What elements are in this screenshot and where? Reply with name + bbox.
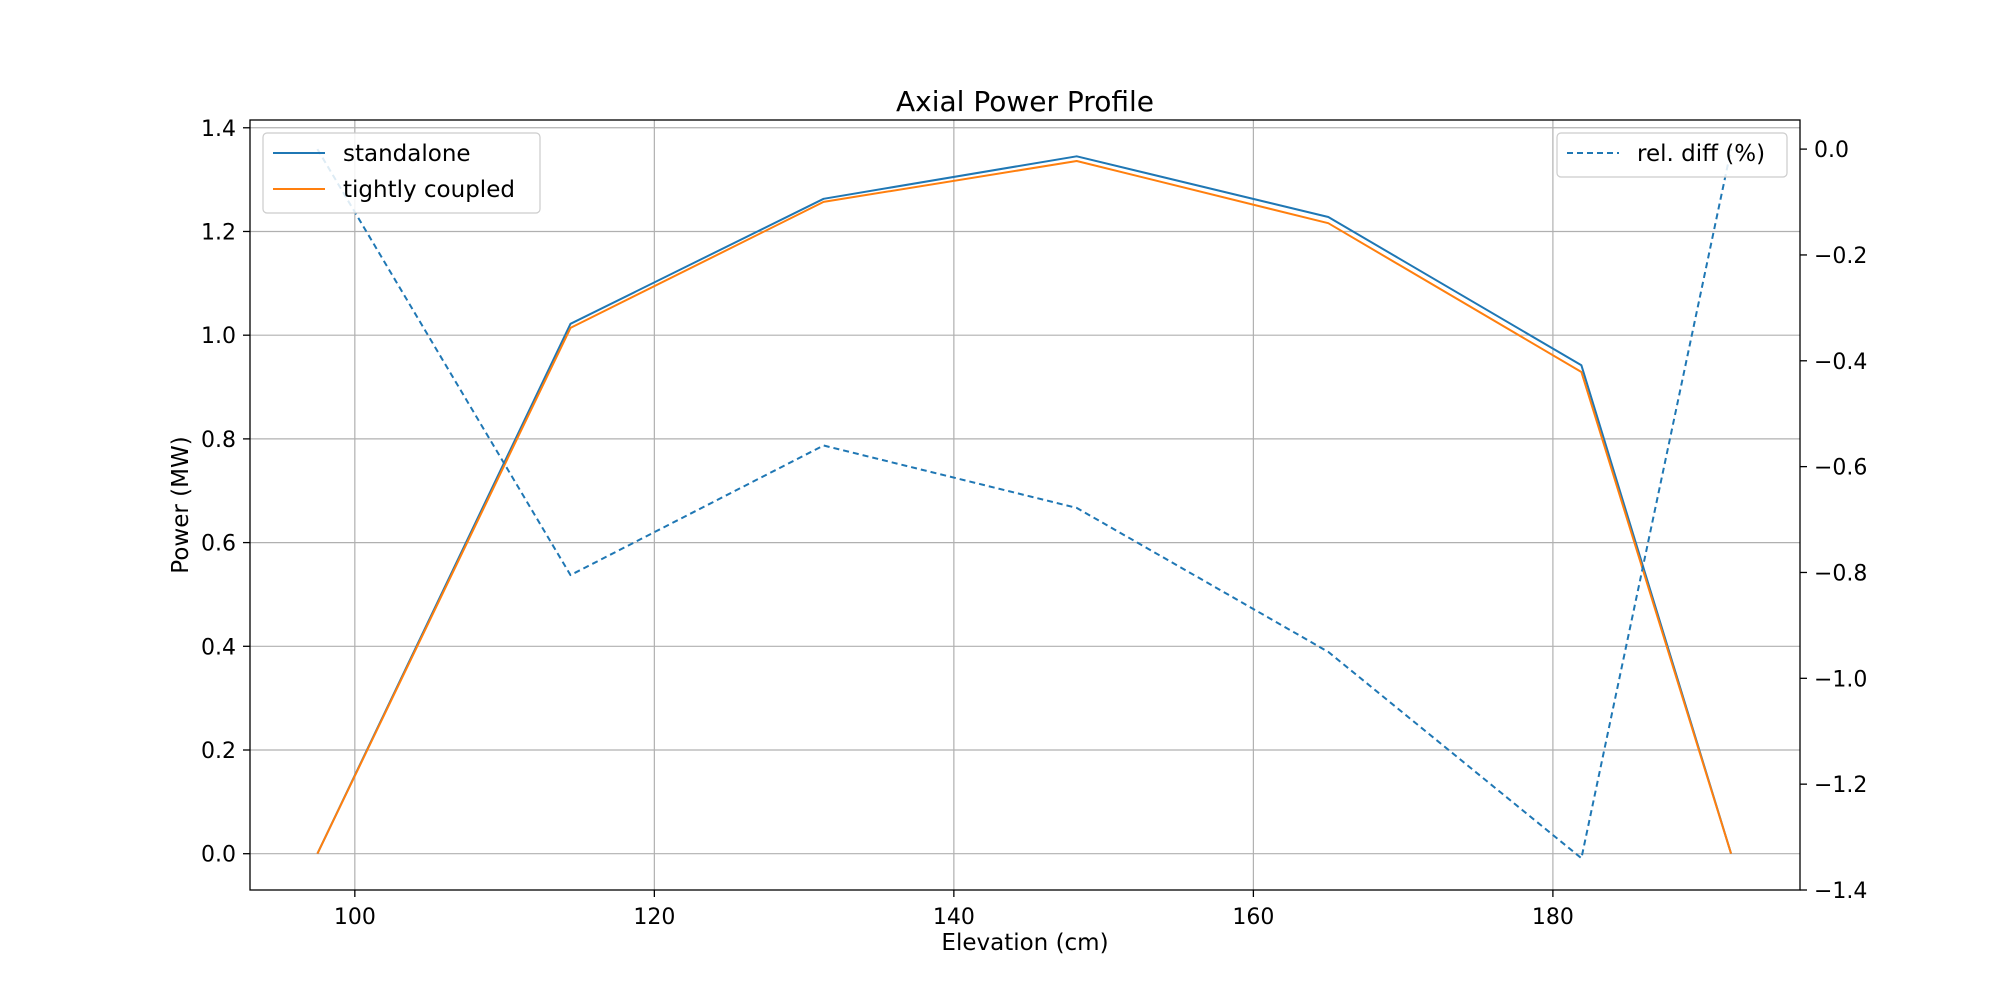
y-tick-label: 1.2 (201, 220, 236, 245)
legend-right-box (1556, 132, 1788, 178)
plot-area (250, 120, 1800, 890)
x-axis: 100 120 140 160 180 (334, 890, 1574, 930)
y2-tick-label: 0.0 (1814, 138, 1849, 163)
grid (250, 120, 1800, 890)
x-tick-label: 100 (334, 905, 376, 930)
legend-label-tightly-coupled: tightly coupled (343, 177, 515, 203)
x-tick-label: 140 (933, 905, 975, 930)
y2-tick-label: −0.6 (1814, 456, 1867, 481)
x-axis-label: Elevation (cm) (941, 930, 1108, 956)
y2-tick-label: −0.8 (1814, 561, 1867, 586)
y-tick-label: 1.4 (201, 117, 236, 142)
legend-left-box (262, 132, 541, 214)
x-tick-label: 160 (1232, 905, 1274, 930)
legend-left: standalone tightly coupled (262, 132, 541, 214)
y2-tick-label: −0.4 (1814, 350, 1867, 375)
x-tick-label: 120 (633, 905, 675, 930)
y2-tick-label: −1.2 (1814, 773, 1867, 798)
y-tick-label: 0.0 (201, 843, 236, 868)
series-line-standalone (316, 155, 1733, 855)
y-axis-label: Power (MW) (168, 436, 194, 573)
y-tick-label: 1.0 (201, 324, 236, 349)
axes-frame (249, 119, 1801, 891)
series-layer (316, 148, 1733, 860)
legend-label-standalone: standalone (343, 141, 471, 167)
y-axis-left: 0.0 0.2 0.4 0.6 0.8 1.0 1.2 1.4 (201, 117, 250, 868)
y2-tick-label: −1.0 (1814, 667, 1867, 692)
y-tick-label: 0.2 (201, 739, 236, 764)
legend-label-rel-diff: rel. diff (%) (1637, 141, 1765, 167)
chart-title: Axial Power Profile (896, 85, 1154, 118)
x-tick-label: 180 (1532, 905, 1574, 930)
series-line-rel-diff (316, 148, 1733, 860)
y2-tick-label: −1.4 (1814, 879, 1867, 904)
y-tick-label: 0.4 (201, 635, 236, 660)
series-line-tightly-coupled (316, 160, 1733, 855)
y-tick-label: 0.6 (201, 532, 236, 557)
y-axis-right: 0.0 −0.2 −0.4 −0.6 −0.8 −1.0 −1.2 −1.4 (1800, 138, 1867, 904)
y-tick-label: 0.8 (201, 428, 236, 453)
y2-tick-label: −0.2 (1814, 244, 1867, 269)
legend-right: rel. diff (%) (1556, 132, 1788, 178)
